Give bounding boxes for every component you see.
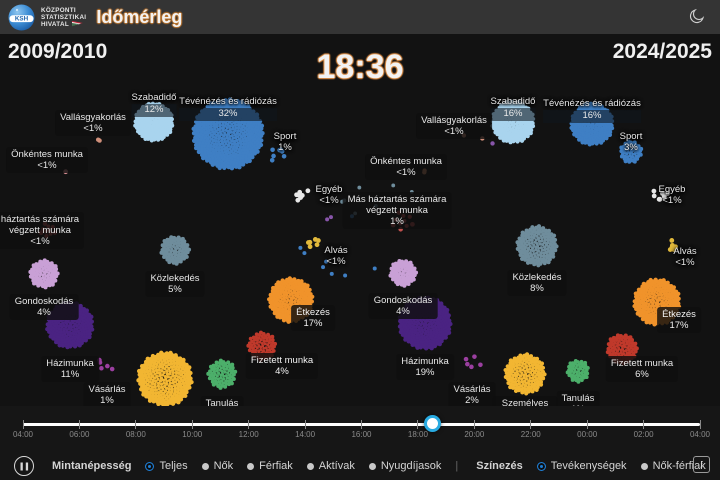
svg-text:KSH: KSH — [15, 15, 29, 22]
